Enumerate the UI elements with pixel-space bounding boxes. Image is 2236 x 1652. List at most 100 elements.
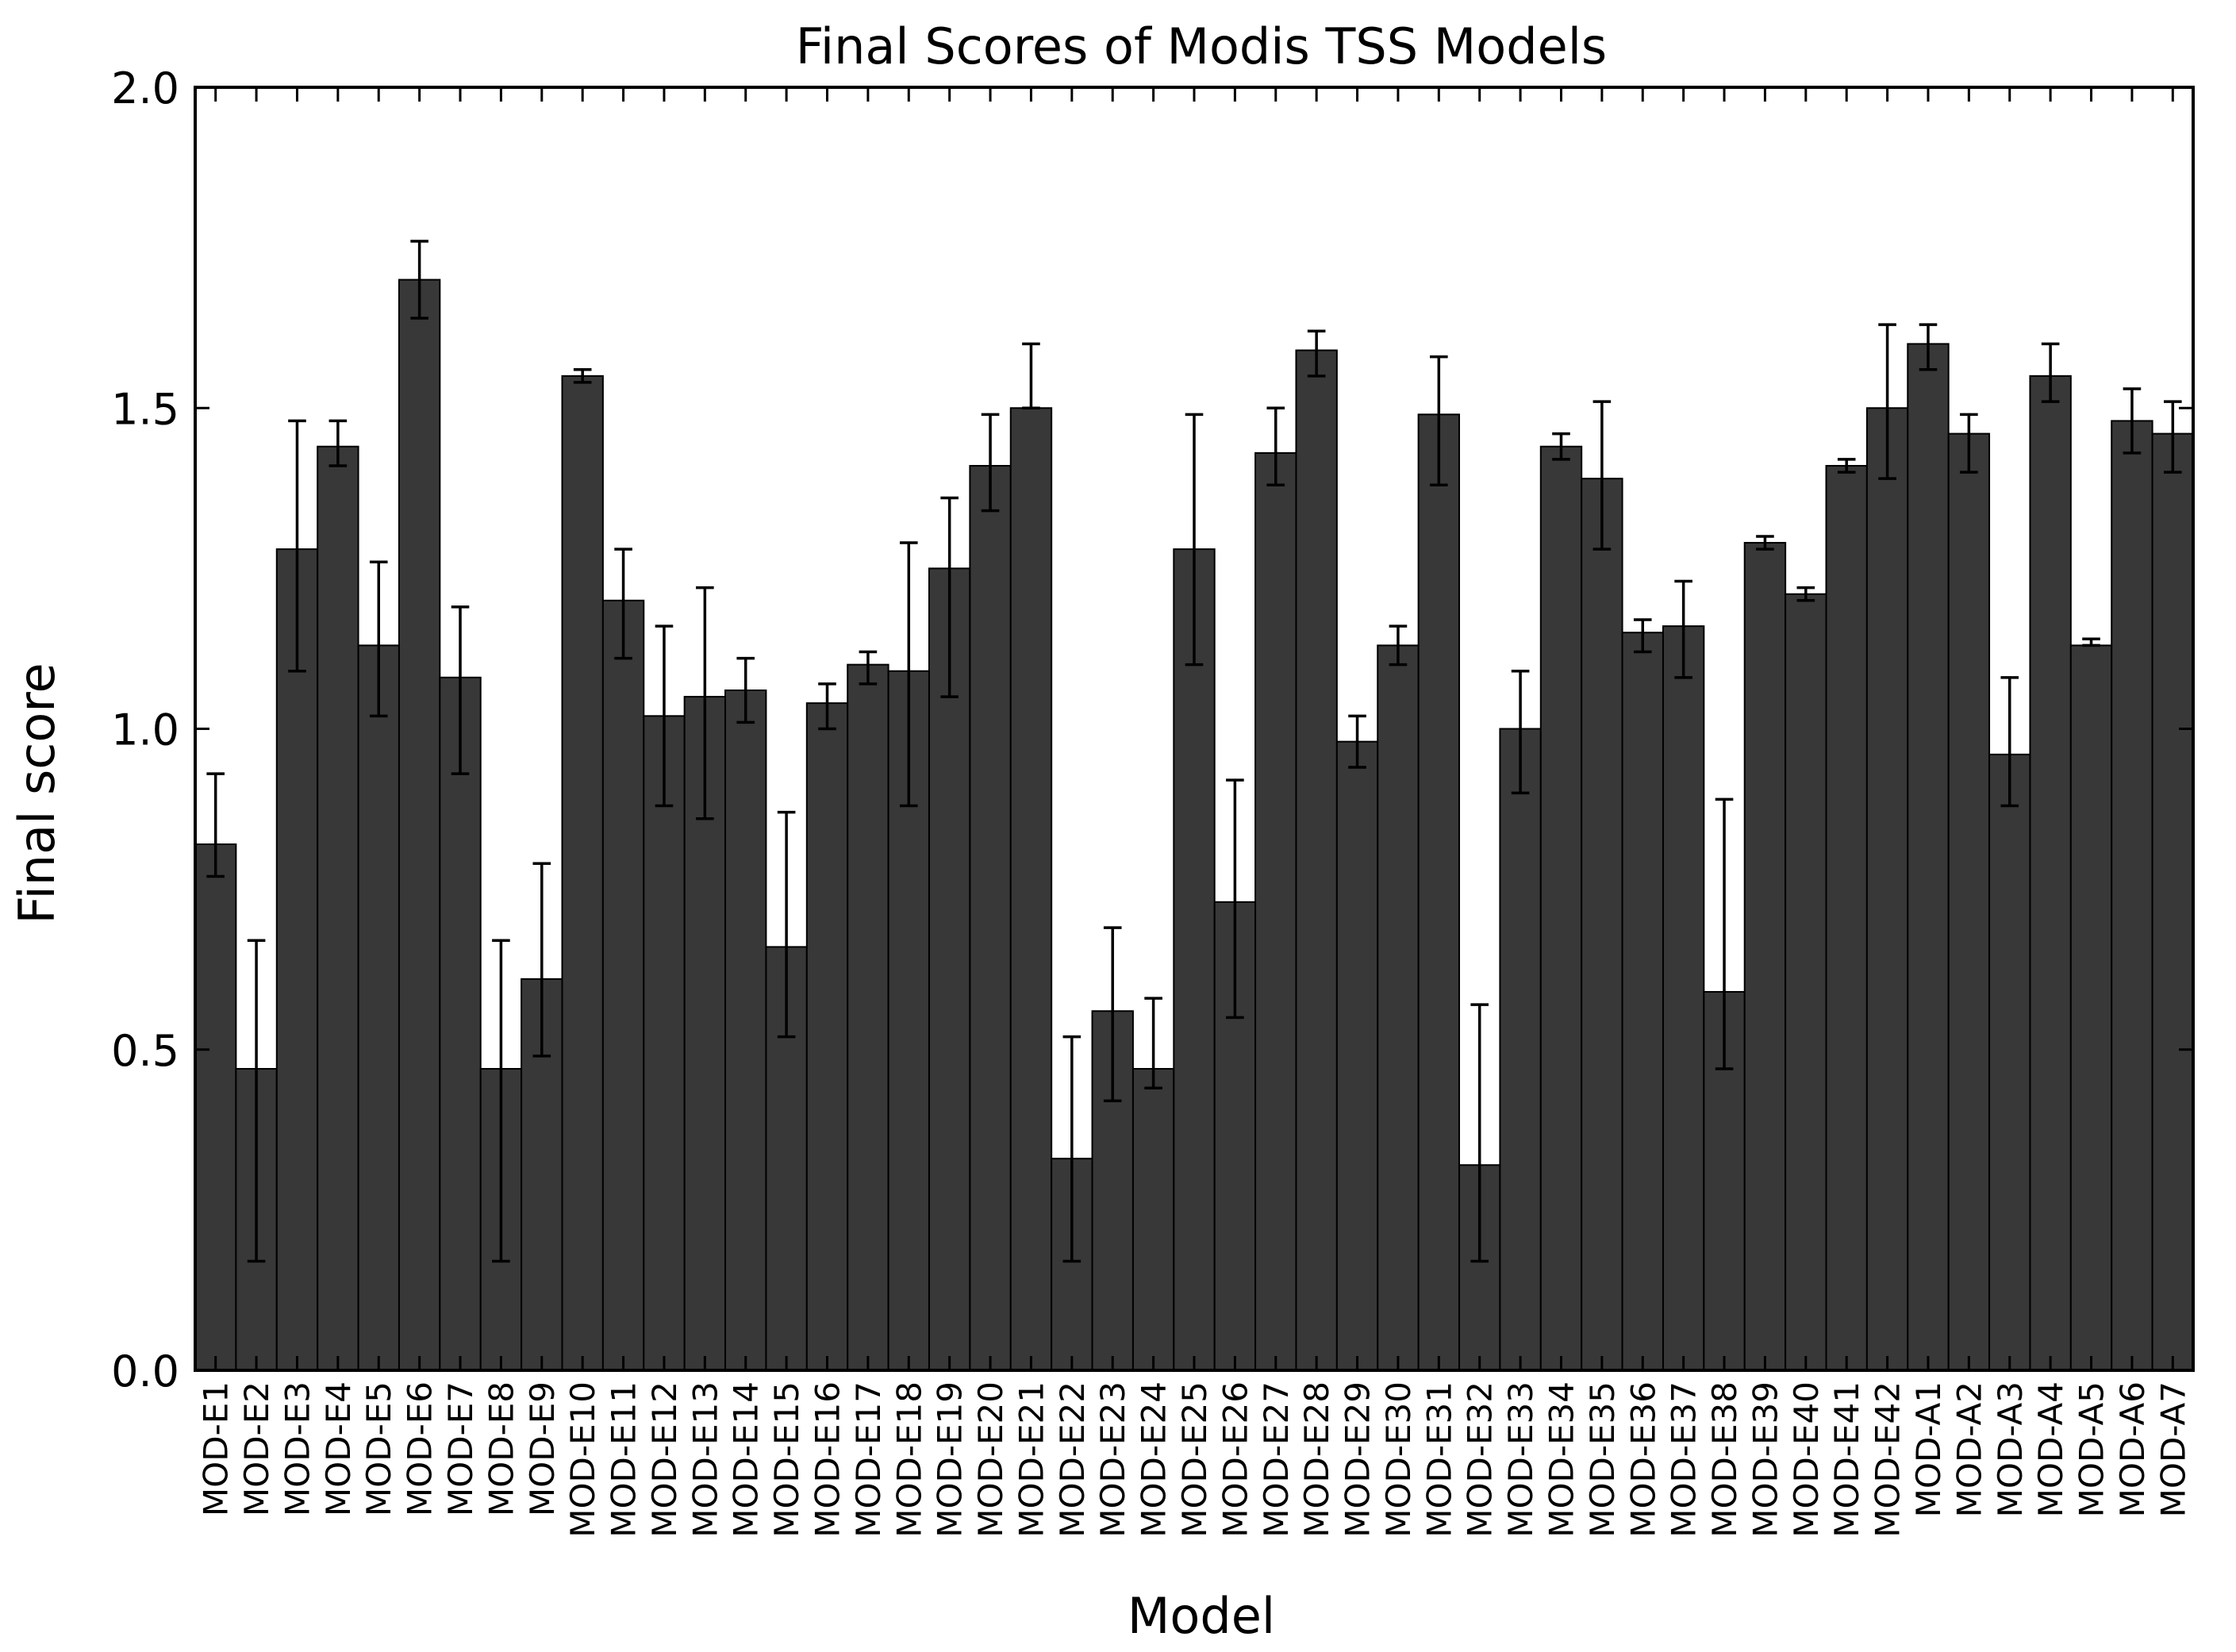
errorbar-mod-e27 [1266, 406, 1285, 487]
errorbar-mod-e24 [1144, 997, 1162, 1090]
errorbar-mod-e13 [696, 586, 714, 820]
bar-mod-e10 [561, 375, 604, 1372]
x-tick-label: MOD-E37 [1665, 1381, 1704, 1538]
x-tick-label: MOD-E23 [1093, 1381, 1132, 1538]
errorbar-mod-e17 [859, 650, 878, 686]
bar-mod-e28 [1295, 349, 1338, 1371]
errorbar-mod-e4 [328, 419, 348, 467]
errorbar-mod-e20 [981, 413, 1000, 513]
bar-mod-a7 [2151, 432, 2195, 1372]
x-tick-label: MOD-E8 [482, 1381, 521, 1516]
bar-mod-e12 [643, 715, 686, 1371]
errorbar-mod-e33 [1511, 669, 1530, 795]
bar-mod-e37 [1662, 625, 1705, 1371]
bar-mod-e14 [724, 689, 767, 1371]
bar-mod-e17 [847, 663, 889, 1371]
x-tick-label: MOD-E30 [1379, 1381, 1418, 1538]
x-tick-label: MOD-E19 [931, 1381, 970, 1538]
x-tick-label: MOD-A2 [1950, 1381, 1988, 1517]
errorbar-mod-e26 [1226, 778, 1244, 1020]
errorbar-mod-e23 [1103, 926, 1122, 1103]
errorbar-mod-e19 [940, 496, 959, 698]
errorbar-mod-e40 [1796, 586, 1815, 602]
errorbar-mod-a3 [2000, 676, 2019, 808]
x-tick-label: MOD-E21 [1012, 1381, 1051, 1538]
errorbar-mod-e42 [1878, 323, 1896, 480]
errorbar-mod-e15 [777, 810, 796, 1039]
bar-mod-e35 [1581, 478, 1623, 1371]
x-tick-label: MOD-E3 [278, 1381, 317, 1516]
x-tick-label: MOD-A3 [1991, 1381, 2030, 1517]
errorbar-mod-a7 [2164, 400, 2182, 474]
x-tick-label: MOD-E35 [1583, 1381, 1622, 1538]
plot-marks [194, 240, 2195, 1372]
x-tick-label: MOD-E10 [563, 1381, 602, 1538]
errorbar-mod-e11 [614, 547, 632, 660]
x-tick-label: MOD-E4 [319, 1381, 358, 1516]
bar-mod-e7 [439, 676, 482, 1371]
y-axis-ticks: 0.0 0.5 1.0 1.5 2.0 [111, 63, 2193, 1397]
errorbar-mod-e34 [1552, 432, 1570, 461]
bar-mod-e1 [194, 843, 237, 1371]
x-tick-label: MOD-E6 [401, 1381, 440, 1516]
x-tick-label: MOD-E18 [889, 1381, 928, 1538]
x-tick-label: MOD-E24 [1135, 1381, 1174, 1538]
bar-mod-e16 [805, 702, 849, 1371]
errorbar-mod-e35 [1592, 400, 1612, 551]
x-tick-label: MOD-E11 [605, 1381, 644, 1538]
y-tick-label: 1.5 [111, 384, 179, 434]
x-tick-label: MOD-E38 [1705, 1381, 1744, 1538]
bar-mod-a4 [2029, 375, 2072, 1372]
bar-mod-a5 [2069, 644, 2113, 1371]
x-tick-label: MOD-E5 [359, 1381, 398, 1516]
y-tick-label: 0.0 [111, 1347, 179, 1397]
bar-mod-e42 [1865, 407, 1909, 1371]
errorbar-mod-e10 [573, 367, 592, 384]
errorbar-mod-e29 [1348, 714, 1366, 769]
bar-mod-e25 [1173, 548, 1216, 1371]
bar-mod-e29 [1335, 740, 1379, 1371]
errorbar-mod-e39 [1756, 535, 1774, 551]
bar-mod-e5 [357, 644, 400, 1371]
bar-mod-e40 [1785, 593, 1827, 1371]
errorbar-mod-e37 [1674, 579, 1692, 679]
y-tick-label: 0.5 [111, 1026, 179, 1076]
x-tick-label: MOD-E34 [1542, 1381, 1581, 1538]
errorbar-mod-e38 [1715, 797, 1734, 1070]
x-tick-label: MOD-E25 [1175, 1381, 1214, 1538]
errorbar-mod-a2 [1960, 413, 1978, 474]
x-tick-label: MOD-E32 [1461, 1381, 1500, 1538]
bar-mod-a3 [1988, 753, 2031, 1371]
bar-mod-e33 [1499, 728, 1542, 1371]
bar-mod-e27 [1254, 451, 1297, 1371]
errorbar-mod-e12 [655, 624, 674, 808]
errorbar-mod-e31 [1430, 355, 1448, 487]
bar-mod-a6 [2111, 420, 2153, 1371]
errorbar-mod-e28 [1307, 329, 1326, 378]
y-axis-label: Final score [8, 663, 66, 924]
errorbar-mod-e7 [451, 605, 470, 775]
x-tick-label: MOD-A5 [2073, 1381, 2111, 1517]
x-tick-label: MOD-E13 [686, 1381, 724, 1538]
x-tick-label: MOD-A4 [2031, 1381, 2070, 1517]
errorbar-mod-e18 [899, 541, 918, 808]
errorbar-mod-e41 [1837, 458, 1856, 474]
x-tick-label: MOD-E22 [1053, 1381, 1092, 1538]
errorbar-mod-e16 [818, 682, 836, 731]
y-tick-label: 2.0 [111, 63, 179, 113]
bar-mod-e6 [398, 279, 441, 1371]
errorbar-mod-e8 [492, 939, 510, 1263]
x-tick-label: MOD-E29 [1339, 1381, 1377, 1538]
errorbar-mod-e32 [1470, 1003, 1489, 1263]
x-axis-ticks: MOD-E1 MOD-E2 MOD-E3 MOD-E4 MOD-E5 MOD-E6 MOD-… [197, 87, 2192, 1538]
errorbar-mod-a5 [2082, 637, 2100, 647]
x-tick-label: MOD-E14 [727, 1381, 766, 1538]
bar-mod-e41 [1825, 465, 1868, 1371]
bar-mod-e11 [601, 599, 645, 1371]
bar-mod-e21 [1009, 407, 1053, 1371]
x-tick-label: MOD-E36 [1623, 1381, 1662, 1538]
bar-mod-e4 [317, 445, 359, 1371]
x-tick-label: MOD-A6 [2113, 1381, 2152, 1517]
errorbar-mod-e6 [410, 240, 428, 320]
